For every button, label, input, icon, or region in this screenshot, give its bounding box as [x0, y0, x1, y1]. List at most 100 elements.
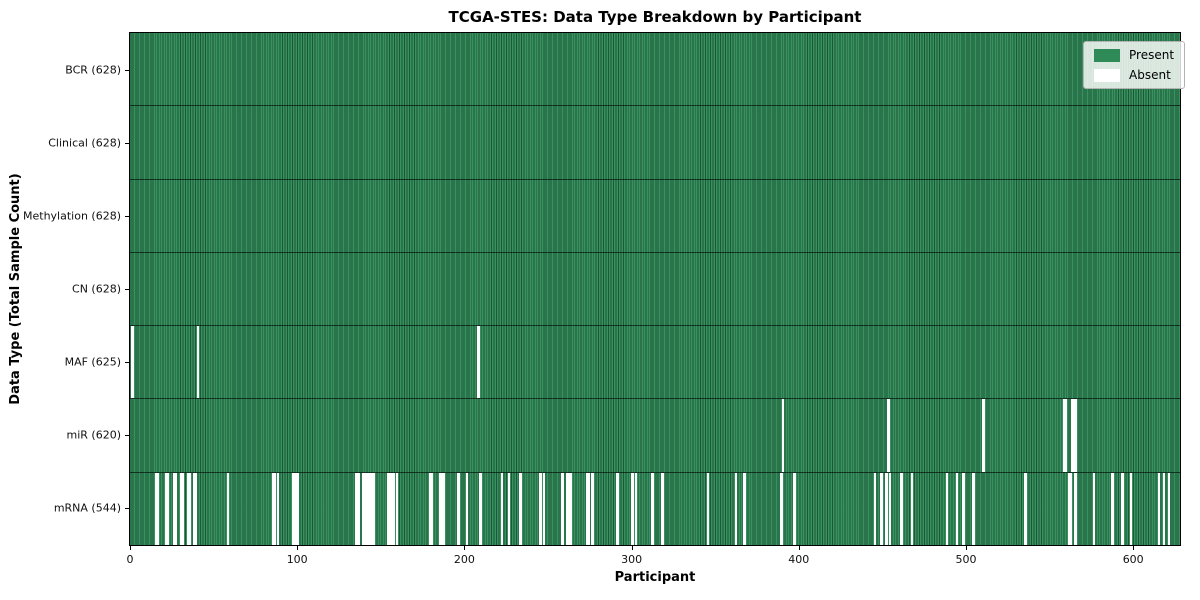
x-tick-label: 300 [621, 553, 643, 566]
legend-entry-absent: Absent [1094, 68, 1174, 82]
absent-marker [392, 472, 395, 545]
absent-marker [273, 472, 276, 545]
absent-marker [539, 472, 542, 545]
absent-marker [661, 472, 664, 545]
y-tick-label: BCR (628) [65, 63, 121, 77]
absent-marker [164, 472, 168, 545]
y-tick-mark [125, 289, 129, 290]
absent-marker [370, 472, 373, 545]
absent-marker [781, 399, 785, 472]
heatmap-row-mir [130, 399, 1180, 473]
absent-marker [1111, 472, 1114, 545]
absent-marker [131, 326, 134, 399]
absent-marker [368, 472, 372, 545]
absent-marker [181, 472, 184, 545]
absent-marker [1162, 472, 1166, 545]
absent-marker [1157, 472, 1161, 545]
absent-marker [390, 472, 393, 545]
x-tick-mark [464, 546, 466, 550]
absent-marker [651, 472, 654, 545]
y-tick-mark [125, 215, 129, 217]
absent-marker [226, 472, 230, 545]
absent-marker [388, 472, 392, 545]
absent-marker [154, 472, 158, 545]
absent-marker [295, 472, 298, 545]
absent-marker [1074, 399, 1077, 472]
legend-label-absent: Absent [1129, 68, 1171, 82]
absent-marker [457, 472, 460, 545]
absent-marker [1071, 399, 1074, 472]
absent-marker [885, 472, 888, 545]
absent-marker [706, 472, 709, 545]
absent-marker [1064, 399, 1067, 472]
absent-marker [945, 472, 949, 545]
absent-marker [1121, 472, 1124, 545]
absent-marker [1168, 472, 1171, 545]
absent-marker [166, 472, 169, 545]
absent-marker [291, 472, 295, 545]
present-swatch-icon [1094, 48, 1120, 62]
chart-title: TCGA-STES: Data Type Breakdown by Partic… [448, 8, 862, 26]
absent-marker [634, 472, 638, 545]
absent-marker [900, 472, 903, 545]
absent-marker [569, 472, 572, 545]
y-tick-mark [125, 435, 129, 437]
x-tick-label: 200 [453, 553, 475, 566]
absent-marker [465, 472, 469, 545]
absent-marker [395, 472, 398, 545]
absent-marker [1067, 472, 1071, 545]
x-tick-mark [966, 546, 967, 550]
x-tick-label: 100 [286, 553, 308, 566]
absent-marker [743, 472, 746, 545]
absent-marker [372, 472, 375, 545]
heatmap-row-mrna [130, 472, 1180, 545]
absent-marker [193, 472, 196, 545]
x-tick-mark [631, 546, 633, 550]
heatmap-row-maf [130, 326, 1180, 400]
y-tick-label: Clinical (628) [48, 136, 121, 150]
absent-swatch-icon [1094, 68, 1120, 82]
heatmap-row-clinical [130, 106, 1180, 180]
x-tick-mark [798, 546, 800, 550]
absent-marker [479, 472, 482, 545]
absent-marker [173, 472, 176, 545]
absent-marker [1062, 399, 1066, 472]
heatmap-plot-area [129, 32, 1181, 546]
absent-marker [519, 472, 522, 545]
absent-marker [439, 472, 442, 545]
absent-marker [276, 472, 280, 545]
absent-marker [271, 472, 275, 545]
absent-marker [355, 472, 358, 545]
x-tick-mark [130, 546, 131, 550]
absent-marker [196, 326, 200, 399]
y-tick-label: miR (620) [66, 428, 122, 442]
absent-marker [174, 472, 178, 545]
absent-marker [1074, 472, 1077, 545]
absent-marker [780, 472, 783, 545]
x-tick-label: 400 [788, 553, 810, 566]
absent-marker [561, 472, 564, 545]
absent-marker [1072, 399, 1076, 472]
absent-marker [587, 472, 591, 545]
heatmap-row-bcr [130, 33, 1180, 107]
x-tick-label: 600 [1122, 553, 1144, 566]
absent-marker [793, 472, 796, 545]
absent-marker [1129, 472, 1132, 545]
absent-marker [888, 472, 892, 545]
absent-marker [910, 472, 913, 545]
y-tick-mark [125, 508, 129, 510]
absent-marker [179, 472, 183, 545]
absent-marker [365, 472, 368, 545]
absent-marker [293, 472, 297, 545]
absent-marker [194, 472, 198, 545]
y-tick-mark [125, 362, 129, 364]
absent-marker [362, 472, 365, 545]
absent-marker [367, 472, 370, 545]
absent-marker [1024, 472, 1027, 545]
absent-marker [542, 472, 546, 545]
heatmap-row-cn [130, 252, 1180, 327]
absent-marker [428, 472, 432, 545]
absent-marker [1069, 472, 1072, 545]
y-tick-mark [125, 142, 129, 144]
